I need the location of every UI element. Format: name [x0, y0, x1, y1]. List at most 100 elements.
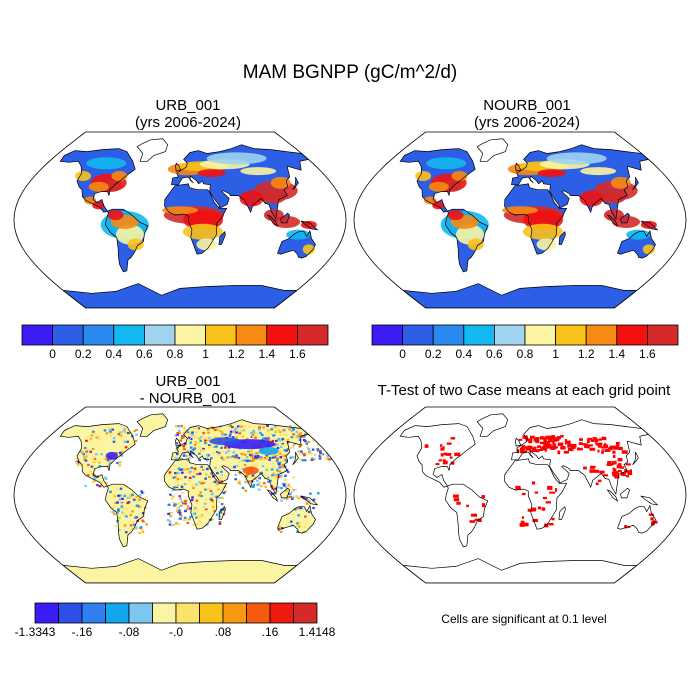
coastline-greenland: [136, 413, 169, 437]
colorbar-swatch: [585, 324, 618, 346]
significant-cell: [617, 463, 622, 467]
significant-cell: [534, 437, 540, 441]
significant-cell: [521, 516, 525, 519]
significant-cell: [523, 450, 527, 453]
coastline-africa: [164, 458, 228, 530]
coastline-australia: [617, 229, 656, 259]
significant-cell: [586, 439, 590, 444]
coastline-indonesia1: [606, 214, 619, 227]
significant-cell: [549, 446, 555, 449]
panel-title-nourb-line2: (yrs 2006-2024): [474, 114, 580, 131]
significant-cell: [453, 498, 460, 502]
colorbar-tick-label: 0.8: [516, 347, 534, 361]
land-greenland: [477, 138, 508, 162]
significant-cell: [606, 463, 613, 466]
map-border: [13, 406, 347, 584]
map-urb: [13, 131, 347, 309]
coastline-indonesia2: [620, 212, 631, 224]
significant-cell: [545, 435, 551, 440]
colorbar-swatch: [494, 324, 526, 346]
colorbar-swatch: [463, 324, 495, 346]
significant-cell: [552, 443, 556, 446]
significant-cell: [544, 440, 551, 444]
coastline-australia: [277, 229, 316, 259]
colorbar-urb: [21, 324, 329, 346]
coastline-uk: [175, 162, 182, 172]
coastline-uk: [515, 162, 522, 172]
colorbar-tick-label: -.0: [168, 625, 184, 639]
significant-cell: [567, 447, 574, 452]
map-diff: [13, 406, 347, 584]
significant-cell: [551, 517, 555, 521]
coastline-southamerica: [445, 208, 489, 273]
colorbar-swatch: [555, 324, 587, 346]
panel-title-ttest: T-Test of two Case means at each grid po…: [377, 382, 671, 399]
significant-cell: [529, 435, 535, 439]
land-africa: [164, 458, 227, 530]
significant-cell: [522, 435, 528, 439]
significant-cell: [531, 481, 536, 485]
significant-cell: [474, 518, 479, 521]
coastline-indonesia2: [280, 487, 291, 499]
significant-cell: [442, 460, 448, 465]
coastline-australia: [617, 504, 656, 534]
significant-cell: [564, 438, 567, 442]
coastline-madagascar: [218, 230, 226, 245]
significant-cell: [531, 507, 537, 512]
significant-cell: [531, 448, 537, 453]
significant-cell: [550, 447, 556, 450]
significant-cell: [590, 469, 594, 473]
significant-cell: [616, 443, 620, 447]
significance-note: Cells are significant at 0.1 level: [441, 612, 607, 626]
significant-cell: [520, 447, 525, 450]
significant-cell: [573, 445, 576, 449]
colorbar-swatch: [175, 602, 200, 624]
colorbar-tick-label: 0: [399, 347, 406, 361]
colorbar-swatch: [174, 324, 207, 346]
colorbar-swatch: [113, 324, 145, 346]
significant-cell: [520, 520, 525, 524]
coastline-northamerica: [59, 148, 136, 213]
coastline-indonesia1: [266, 489, 279, 502]
significant-cell: [587, 444, 593, 447]
coastline-europe_asia: [171, 144, 310, 221]
panel-title-urb-line1: URB_001: [155, 97, 221, 114]
significant-cell: [651, 521, 655, 526]
colorbar-tick-label: 0: [49, 347, 56, 361]
colorbar-swatch: [152, 602, 177, 624]
colorbar-swatch: [269, 602, 294, 624]
significant-cell: [519, 447, 523, 452]
significant-cell: [449, 456, 453, 459]
significant-cell: [598, 442, 603, 446]
significant-cell: [541, 507, 546, 511]
significant-cell: [552, 435, 556, 439]
significant-cell: [624, 525, 627, 529]
colorbar-tick-label: 0.4: [455, 347, 473, 361]
coastline-southamerica: [105, 483, 149, 548]
significant-cell: [551, 445, 557, 449]
colorbar-tick-label: -1.3343: [14, 625, 56, 639]
coastline-uk: [515, 437, 522, 447]
significant-cell: [603, 474, 609, 477]
significant-cell: [440, 447, 445, 451]
land-madagascar: [559, 231, 566, 245]
significant-cell: [648, 513, 654, 516]
land-greenland: [137, 138, 168, 162]
significant-cell: [557, 436, 561, 440]
significant-cell: [466, 504, 469, 508]
colorbar-swatch: [266, 324, 298, 346]
coastline-indonesia2: [620, 487, 631, 499]
colorbar-swatch: [296, 324, 329, 346]
significant-cell: [544, 444, 550, 448]
colorbar-swatch: [616, 324, 648, 346]
significant-cell: [519, 449, 525, 454]
colorbar-tick-label: .16: [261, 625, 279, 639]
coastline-uk: [175, 437, 182, 447]
colorbar-swatch: [222, 602, 247, 624]
colorbar-swatch: [646, 324, 679, 346]
land-northamerica: [60, 423, 136, 488]
significant-cell: [619, 466, 625, 469]
significant-cell: [593, 469, 600, 473]
colorbar-tick-label: 0.2: [74, 347, 92, 361]
land-greenland: [477, 413, 508, 437]
